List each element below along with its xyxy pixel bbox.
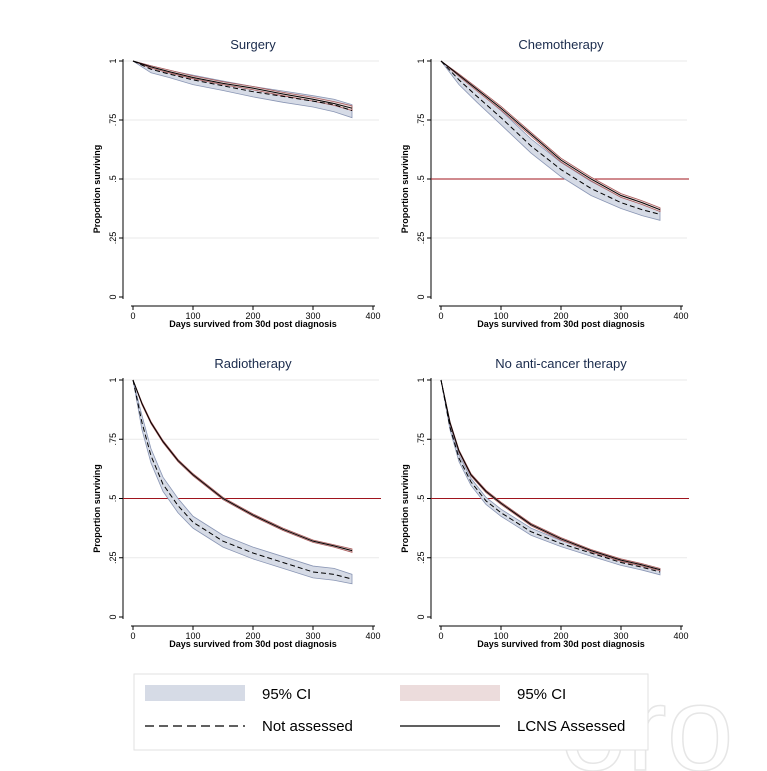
- y-tick-label: 1: [416, 377, 426, 382]
- panel-title: Chemotherapy: [518, 37, 604, 52]
- ci-band-lcns-assessed: [440, 60, 661, 213]
- x-tick-label: 300: [305, 631, 320, 641]
- y-tick-label: .25: [416, 551, 426, 564]
- x-axis-label: Days survived from 30d post diagnosis: [477, 319, 645, 329]
- y-tick-label: .25: [108, 551, 118, 564]
- legend-label: LCNS Assessed: [517, 718, 625, 735]
- y-tick-label: .5: [416, 495, 426, 503]
- x-tick-label: 100: [493, 631, 508, 641]
- legend-label: Not assessed: [262, 718, 353, 735]
- x-tick-label: 400: [673, 631, 688, 641]
- x-tick-label: 400: [365, 311, 380, 321]
- y-tick-label: 1: [108, 377, 118, 382]
- legend-swatch-ci: [145, 685, 245, 701]
- y-tick-label: .75: [416, 114, 426, 127]
- y-tick-label: 0: [416, 294, 426, 299]
- x-tick-label: 100: [493, 311, 508, 321]
- y-tick-label: 1: [416, 58, 426, 63]
- curve-not-assessed: [440, 379, 661, 573]
- x-tick-label: 300: [305, 311, 320, 321]
- legend: 95% CI 95% CI Not assessed LCNS Assessed: [133, 673, 649, 751]
- x-tick-label: 100: [185, 631, 200, 641]
- y-tick-label: 0: [108, 294, 118, 299]
- x-tick-label: 0: [438, 311, 443, 321]
- chart-panel-2: Chemotherapy 0 .25 .5 .75 1 0 100 200 300 400 Days …: [400, 37, 689, 329]
- y-tick-label: 0: [416, 614, 426, 619]
- x-tick-label: 0: [438, 631, 443, 641]
- curve-lcns-assessed: [132, 379, 353, 552]
- curve-lcns-assessed: [132, 60, 353, 109]
- ci-band-not-assessed: [440, 60, 661, 221]
- x-tick-label: 300: [613, 311, 628, 321]
- x-tick-label: 400: [673, 311, 688, 321]
- y-tick-label: .25: [416, 232, 426, 245]
- ci-band-lcns-assessed: [132, 379, 353, 553]
- y-tick-label: .5: [108, 175, 118, 183]
- chart-panel-3: Radiotherapy 0 .25 .5 .75 1 0 100 200 300 400 Days …: [92, 356, 381, 649]
- y-tick-label: .25: [108, 232, 118, 245]
- y-axis-label: Proportion surviving: [92, 145, 102, 234]
- y-axis-label: Proportion surviving: [92, 464, 102, 553]
- x-axis-label: Days survived from 30d post diagnosis: [477, 639, 645, 649]
- x-axis-label: Days survived from 30d post diagnosis: [169, 319, 337, 329]
- x-tick-label: 100: [185, 311, 200, 321]
- panel-title: Surgery: [230, 37, 276, 52]
- y-axis-label: Proportion surviving: [400, 464, 410, 553]
- curve-not-assessed: [440, 60, 661, 215]
- ci-band-not-assessed: [132, 379, 353, 585]
- curve-lcns-assessed: [440, 379, 661, 571]
- legend-label: 95% CI: [517, 686, 566, 703]
- x-tick-label: 200: [245, 311, 260, 321]
- curve-not-assessed: [132, 379, 353, 580]
- curve-not-assessed: [132, 60, 353, 112]
- y-tick-label: .5: [108, 495, 118, 503]
- x-axis-label: Days survived from 30d post diagnosis: [169, 639, 337, 649]
- x-tick-label: 400: [365, 631, 380, 641]
- legend-swatch-ci: [400, 685, 500, 701]
- x-tick-label: 0: [130, 631, 135, 641]
- legend-label: 95% CI: [262, 686, 311, 703]
- x-tick-label: 200: [553, 631, 568, 641]
- y-tick-label: .75: [416, 433, 426, 446]
- y-tick-label: .75: [108, 114, 118, 127]
- x-tick-label: 200: [553, 311, 568, 321]
- chart-panel-1: Surgery 0 .25 .5 .75 1 0 100 200 300 400 Days survi…: [92, 37, 381, 329]
- panel-title: No anti-cancer therapy: [495, 356, 627, 371]
- y-tick-label: 0: [108, 614, 118, 619]
- chart-panel-4: No anti-cancer therapy 0 .25 .5 .75 1 0 100 200 3…: [400, 356, 689, 649]
- panel-title: Radiotherapy: [214, 356, 292, 371]
- x-tick-label: 300: [613, 631, 628, 641]
- y-axis-label: Proportion surviving: [400, 145, 410, 234]
- y-tick-label: 1: [108, 58, 118, 63]
- x-tick-label: 0: [130, 311, 135, 321]
- curve-lcns-assessed: [440, 60, 661, 211]
- y-tick-label: .75: [108, 433, 118, 446]
- x-tick-label: 200: [245, 631, 260, 641]
- y-tick-label: .5: [416, 175, 426, 183]
